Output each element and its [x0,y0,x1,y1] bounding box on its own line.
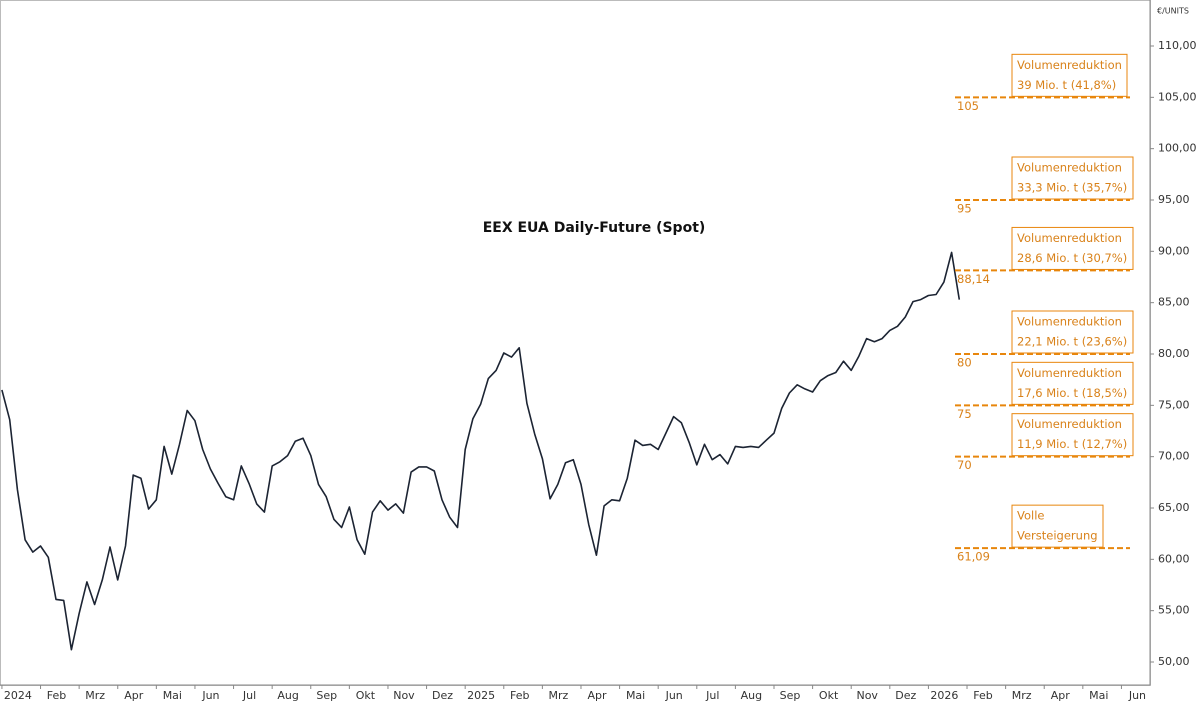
threshold-label: 95 [957,202,972,216]
x-tick-label: Feb [510,689,529,702]
threshold-label: 61,09 [957,550,990,564]
annotation-box [1011,504,1104,548]
annotation-text: 22,1 Mio. t (23,6%) [1017,335,1127,349]
x-tick-label: Mrz [85,689,105,702]
x-tick-label: Sep [316,689,337,702]
annotation-text: 39 Mio. t (41,8%) [1017,78,1116,92]
x-tick-label: Apr [1051,689,1071,702]
annotation-box [1011,361,1134,405]
x-tick-label: Okt [819,689,839,702]
x-tick-label: Apr [124,689,144,702]
annotation-text: Volumenreduktion [1017,58,1122,72]
threshold-label: 88,14 [957,272,990,286]
annotation-box [1011,310,1134,354]
annotation-text: 17,6 Mio. t (18,5%) [1017,386,1127,400]
y-unit: €/UNITS [1157,7,1189,16]
annotation-text: Volumenreduktion [1017,161,1122,175]
annotation-text: 11,9 Mio. t (12,7%) [1017,437,1127,451]
y-tick-label: 60,00 [1158,552,1190,565]
x-tick-label: Dez [895,689,916,702]
threshold-label: 105 [957,99,979,113]
y-tick-label: 85,00 [1158,296,1190,309]
annotation-text: 28,6 Mio. t (30,7%) [1017,251,1127,265]
x-tick-label: Sep [780,689,801,702]
x-tick-label: Jun [201,689,219,702]
x-tick-label: Jun [665,689,683,702]
annotation-box [1011,413,1134,457]
y-tick-label: 70,00 [1158,450,1190,463]
x-tick-label: Aug [741,689,762,702]
y-tick-label: 110,00 [1158,39,1197,52]
y-tick-label: 90,00 [1158,244,1190,257]
x-tick-label: Apr [587,689,607,702]
y-tick-label: 80,00 [1158,347,1190,360]
y-tick-label: 100,00 [1158,142,1197,155]
annotation-text: Volumenreduktion [1017,366,1122,380]
x-tick-label: Nov [856,689,878,702]
annotation-text: Volumenreduktion [1017,315,1122,329]
x-tick-label: Feb [973,689,992,702]
annotation-box [1011,156,1134,200]
annotation-text: Versteigerung [1017,529,1098,543]
x-tick-label: Jun [1128,689,1146,702]
threshold-label: 70 [957,458,972,472]
x-tick-label: Mrz [1012,689,1032,702]
annotation-text: Volle [1017,509,1044,523]
y-tick-label: 50,00 [1158,655,1190,668]
y-tick-label: 95,00 [1158,193,1190,206]
annotation-text: Volumenreduktion [1017,231,1122,245]
x-tick-label: Nov [393,689,415,702]
x-tick-label: Dez [432,689,453,702]
x-tick-label: Jul [705,689,719,702]
x-tick-label: 2026 [930,689,958,702]
x-tick-label: Mrz [548,689,568,702]
y-tick-label: 55,00 [1158,604,1190,617]
y-tick-label: 105,00 [1158,90,1197,103]
x-tick-label: 2025 [467,689,495,702]
x-tick-label: Aug [277,689,298,702]
annotation-text: Volumenreduktion [1017,417,1122,431]
x-tick-label: Mai [626,689,645,702]
x-tick-label: 2024 [4,689,32,702]
threshold-label: 80 [957,356,972,370]
x-tick-label: Mai [1089,689,1108,702]
price-line [1,251,961,651]
x-tick-label: Feb [47,689,66,702]
annotation-text: 33,3 Mio. t (35,7%) [1017,181,1127,195]
x-tick-label: Jul [242,689,256,702]
annotation-box [1011,53,1128,97]
y-tick-label: 65,00 [1158,501,1190,514]
threshold-label: 75 [957,407,972,421]
x-tick-label: Mai [163,689,182,702]
chart-title: EEX EUA Daily-Future (Spot) [483,220,706,236]
annotation-box [1011,226,1134,270]
x-tick-label: Okt [356,689,376,702]
y-tick-label: 75,00 [1158,398,1190,411]
